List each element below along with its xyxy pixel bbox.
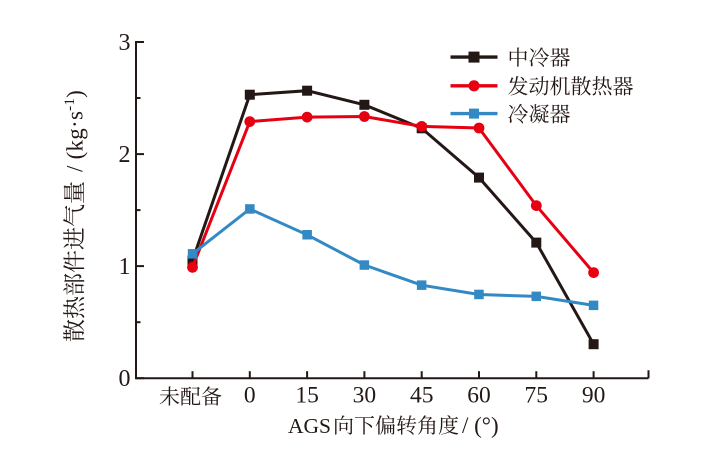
svg-text:60: 60 [467, 383, 491, 409]
svg-text:0: 0 [244, 383, 256, 409]
svg-text:15: 15 [295, 383, 319, 409]
svg-text:AGS: AGS [288, 414, 331, 438]
svg-text:2: 2 [119, 142, 131, 168]
svg-text:75: 75 [525, 383, 549, 409]
svg-text:0: 0 [119, 366, 131, 392]
svg-text:45: 45 [410, 383, 434, 409]
svg-text:1: 1 [119, 254, 131, 280]
svg-text:3: 3 [119, 30, 131, 56]
svg-text:30: 30 [353, 383, 377, 409]
svg-text:90: 90 [582, 383, 606, 409]
svg-text:/ (°): / (°) [462, 413, 499, 438]
